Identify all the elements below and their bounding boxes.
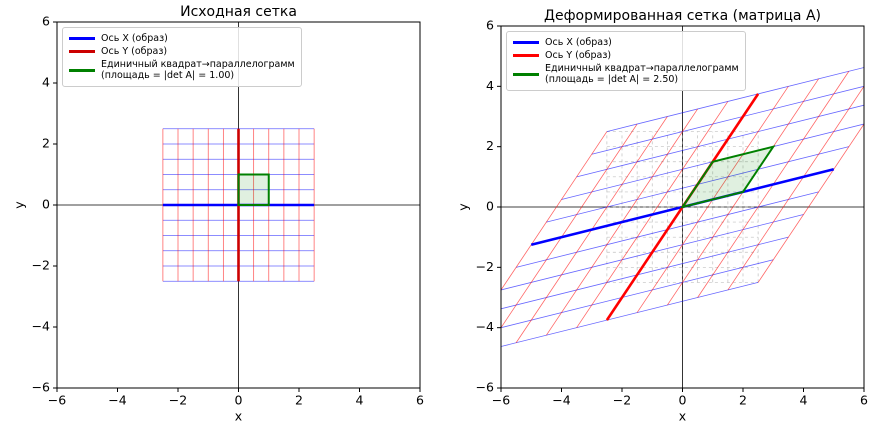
y-tick-label: −2 bbox=[32, 258, 50, 273]
y-tick-label: −2 bbox=[476, 259, 494, 274]
x-tick-label: −4 bbox=[552, 393, 570, 408]
y-tick-label: −4 bbox=[476, 319, 494, 334]
legend-swatch bbox=[69, 37, 95, 40]
unit-square bbox=[680, 145, 776, 209]
y-axis-label: y bbox=[12, 201, 27, 209]
legend-entry: Ось X (образ) bbox=[513, 37, 739, 48]
y-tick-label: 4 bbox=[486, 78, 494, 93]
chart-title: Деформированная сетка (матрица A) bbox=[544, 8, 821, 24]
y-tick-label: 2 bbox=[486, 138, 494, 153]
x-tick-label: −6 bbox=[492, 393, 510, 408]
legend-entry: Ось X (образ) bbox=[69, 33, 295, 44]
legend-swatch bbox=[513, 54, 539, 57]
legend-entry: Ось Y (образ) bbox=[69, 46, 295, 57]
x-tick-label: 6 bbox=[860, 393, 868, 408]
legend-label: Единичный квадрат→параллелограмм (площад… bbox=[101, 59, 295, 81]
y-tick-label: 4 bbox=[42, 75, 50, 90]
legend-entry: Ось Y (образ) bbox=[513, 50, 739, 61]
x-tick-label: 4 bbox=[800, 393, 808, 408]
unit-square bbox=[237, 173, 270, 206]
legend-label: Ось X (образ) bbox=[545, 37, 612, 48]
legend-label: Ось Y (образ) bbox=[101, 46, 168, 57]
legend-swatch bbox=[69, 68, 95, 72]
y-tick-label: 0 bbox=[42, 197, 50, 212]
x-tick-label: −4 bbox=[108, 393, 126, 408]
y-tick-label: 6 bbox=[486, 18, 494, 33]
x-tick-label: −2 bbox=[613, 393, 631, 408]
legend-entry: Единичный квадрат→параллелограмм (площад… bbox=[69, 59, 295, 81]
y-tick-label: −6 bbox=[32, 380, 50, 395]
y-tick-label: −4 bbox=[32, 319, 50, 334]
x-tick-label: 6 bbox=[416, 393, 424, 408]
x-tick-label: 2 bbox=[295, 393, 303, 408]
x-tick-label: 0 bbox=[235, 393, 243, 408]
legend-label: Ось Y (образ) bbox=[545, 50, 612, 61]
legend-entry: Единичный квадрат→параллелограмм (площад… bbox=[513, 63, 739, 85]
x-tick-label: −2 bbox=[169, 393, 187, 408]
legend-label: Единичный квадрат→параллелограмм (площад… bbox=[545, 63, 739, 85]
y-tick-label: −6 bbox=[476, 380, 494, 395]
x-tick-label: 2 bbox=[739, 393, 747, 408]
x-tick-label: 0 bbox=[679, 393, 687, 408]
y-tick-label: 2 bbox=[42, 136, 50, 151]
x-tick-label: 4 bbox=[356, 393, 364, 408]
plot-area bbox=[501, 26, 864, 388]
x-axis-label: x bbox=[235, 409, 242, 424]
legend-swatch bbox=[69, 50, 95, 53]
y-axis-label: y bbox=[456, 203, 471, 211]
y-tick-label: 6 bbox=[42, 14, 50, 29]
x-axis-label: x bbox=[679, 409, 686, 424]
legend: Ось X (образ) Ось Y (образ) Единичный квад… bbox=[506, 31, 746, 91]
legend-label: Ось X (образ) bbox=[101, 33, 168, 44]
legend: Ось X (образ) Ось Y (образ) Единичный квад… bbox=[62, 27, 302, 87]
x-tick-label: −6 bbox=[48, 393, 66, 408]
legend-swatch bbox=[513, 41, 539, 44]
legend-swatch bbox=[513, 72, 539, 76]
chart-title: Исходная сетка bbox=[180, 4, 297, 20]
y-tick-label: 0 bbox=[486, 199, 494, 214]
